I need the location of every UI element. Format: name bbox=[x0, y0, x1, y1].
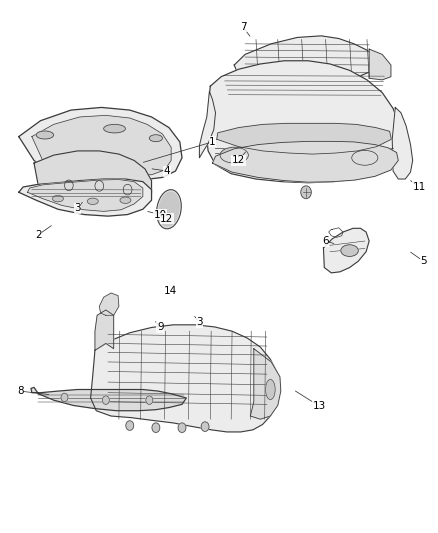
Circle shape bbox=[201, 422, 209, 431]
Polygon shape bbox=[91, 325, 280, 432]
Polygon shape bbox=[206, 61, 399, 183]
Circle shape bbox=[123, 184, 132, 195]
Polygon shape bbox=[369, 49, 391, 80]
Polygon shape bbox=[217, 123, 391, 154]
Circle shape bbox=[146, 396, 153, 405]
Ellipse shape bbox=[220, 147, 248, 163]
Ellipse shape bbox=[104, 124, 125, 133]
Text: 4: 4 bbox=[163, 166, 170, 176]
Circle shape bbox=[126, 421, 134, 430]
Polygon shape bbox=[28, 180, 143, 212]
Text: 8: 8 bbox=[17, 386, 23, 396]
Text: 2: 2 bbox=[35, 230, 42, 240]
Polygon shape bbox=[212, 141, 398, 182]
Text: 12: 12 bbox=[160, 214, 173, 224]
Polygon shape bbox=[31, 387, 186, 411]
Ellipse shape bbox=[265, 379, 275, 400]
Polygon shape bbox=[199, 92, 215, 158]
Text: 3: 3 bbox=[196, 317, 203, 327]
Polygon shape bbox=[34, 151, 152, 209]
Polygon shape bbox=[32, 115, 171, 175]
Circle shape bbox=[102, 396, 110, 405]
Polygon shape bbox=[234, 36, 378, 82]
Circle shape bbox=[95, 181, 104, 191]
Text: 5: 5 bbox=[420, 256, 427, 266]
Text: 10: 10 bbox=[154, 209, 167, 220]
Text: 6: 6 bbox=[322, 236, 329, 246]
Circle shape bbox=[178, 423, 186, 432]
Polygon shape bbox=[95, 310, 114, 350]
Polygon shape bbox=[323, 228, 369, 273]
Text: 3: 3 bbox=[74, 203, 81, 213]
Ellipse shape bbox=[157, 190, 181, 229]
Ellipse shape bbox=[159, 192, 179, 226]
Polygon shape bbox=[251, 349, 281, 419]
Polygon shape bbox=[19, 179, 152, 216]
Circle shape bbox=[61, 393, 68, 402]
Text: 14: 14 bbox=[164, 286, 177, 296]
Ellipse shape bbox=[149, 135, 162, 142]
Text: 12: 12 bbox=[232, 156, 245, 165]
Polygon shape bbox=[392, 108, 413, 179]
Text: 7: 7 bbox=[240, 22, 246, 32]
Circle shape bbox=[301, 186, 311, 199]
Ellipse shape bbox=[53, 196, 64, 202]
Ellipse shape bbox=[352, 150, 378, 165]
Polygon shape bbox=[19, 108, 182, 179]
Text: 9: 9 bbox=[157, 322, 163, 333]
Ellipse shape bbox=[36, 131, 53, 139]
Circle shape bbox=[152, 423, 160, 432]
Polygon shape bbox=[99, 293, 119, 316]
Ellipse shape bbox=[120, 197, 131, 204]
Text: 11: 11 bbox=[413, 182, 426, 192]
Circle shape bbox=[64, 180, 73, 191]
Text: 1: 1 bbox=[209, 137, 216, 147]
Text: 13: 13 bbox=[312, 401, 326, 411]
Ellipse shape bbox=[87, 198, 98, 205]
Ellipse shape bbox=[341, 245, 358, 256]
